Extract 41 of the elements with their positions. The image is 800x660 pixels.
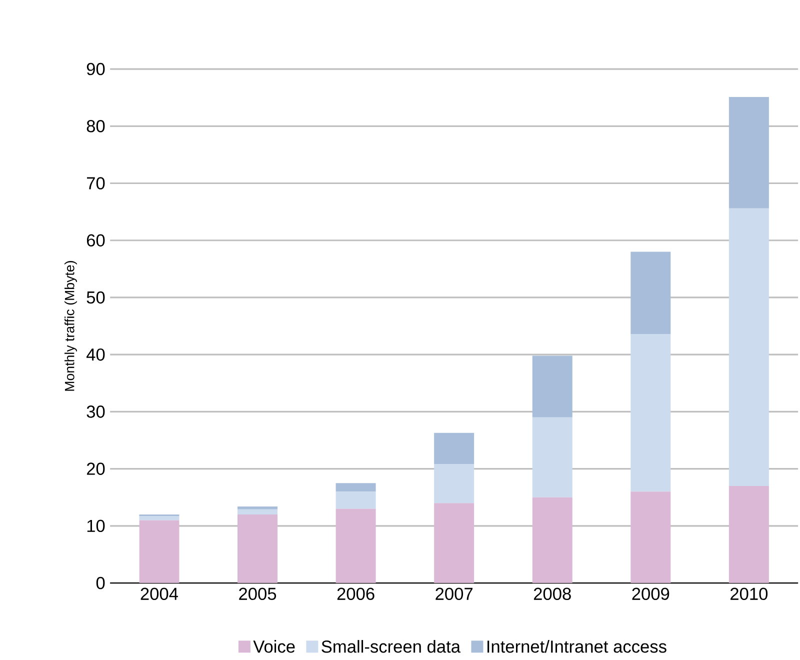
bar	[532, 497, 572, 584]
bar	[630, 252, 671, 334]
y-tick-label: 30	[86, 406, 105, 418]
legend-label: Small-screen data	[322, 640, 461, 653]
bar	[630, 492, 671, 584]
y-tick-label: 50	[86, 291, 105, 304]
bar	[728, 486, 769, 584]
bar	[139, 516, 180, 520]
x-tick-label: 2009	[632, 588, 670, 600]
bar	[336, 508, 376, 584]
y-axis-title: Monthly traffic (Mbyte)	[64, 261, 77, 391]
bar	[532, 417, 572, 498]
bar	[434, 503, 474, 584]
bar	[238, 506, 278, 510]
bar	[336, 483, 376, 492]
x-tick-label: 2004	[140, 588, 178, 600]
x-tick-label: 2007	[436, 588, 472, 600]
y-tick-label: 0	[96, 576, 105, 590]
x-tick-label: 2010	[730, 588, 768, 600]
bar	[238, 514, 278, 584]
x-tick-label: 2006	[337, 588, 374, 600]
bar	[139, 520, 180, 584]
legend-label: Internet/Intranet access	[487, 640, 666, 653]
x-tick-label: 2005	[239, 588, 276, 600]
y-tick-label: 80	[86, 120, 105, 132]
bar	[434, 464, 474, 504]
y-tick-label: 90	[86, 62, 105, 76]
bar	[630, 334, 671, 492]
bar	[434, 432, 474, 464]
bar	[238, 509, 278, 515]
legend-label: Voice	[253, 640, 295, 653]
bar	[728, 208, 769, 486]
y-tick-label: 60	[86, 234, 105, 247]
bar	[336, 492, 376, 509]
y-tick-label: 40	[86, 348, 105, 361]
x-tick-label: 2008	[534, 588, 571, 600]
y-tick-label: 20	[86, 462, 105, 475]
bar	[532, 356, 572, 418]
y-tick-label: 70	[86, 177, 105, 190]
y-tick-label: 10	[87, 520, 105, 532]
bar	[728, 97, 769, 208]
